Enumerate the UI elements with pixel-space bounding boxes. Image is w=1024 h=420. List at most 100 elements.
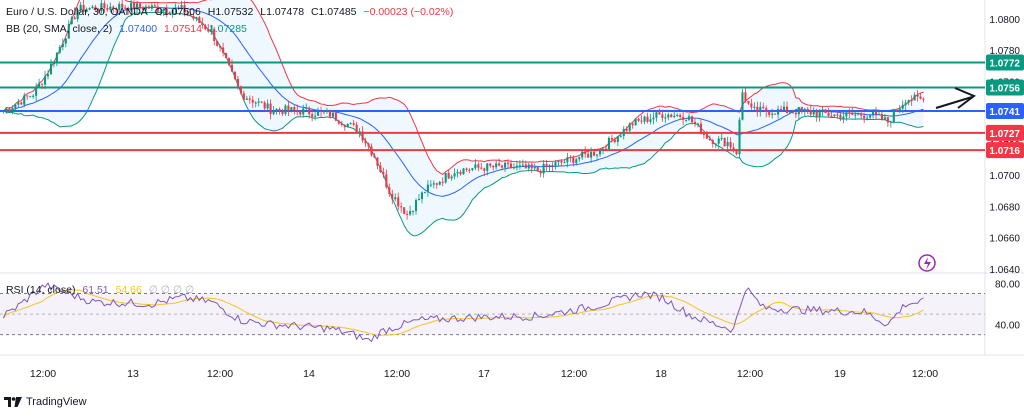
candle-body[interactable] [877, 114, 881, 116]
candle-body[interactable] [616, 136, 619, 142]
candle-body[interactable] [423, 192, 426, 194]
rsi-title[interactable]: RSI (14, close) [6, 284, 76, 296]
candle-body[interactable] [892, 110, 895, 122]
candle-body[interactable] [112, 6, 115, 9]
candle-body[interactable] [498, 163, 501, 166]
candle-body[interactable] [299, 111, 302, 115]
candle-body[interactable] [118, 3, 121, 10]
candle-body[interactable] [495, 163, 498, 168]
candle-body[interactable] [334, 112, 337, 121]
candle-body[interactable] [272, 110, 275, 115]
candle-body[interactable] [785, 106, 789, 114]
candle-body[interactable] [201, 22, 204, 26]
candle-body[interactable] [883, 117, 886, 120]
candle-body[interactable] [471, 168, 474, 170]
tradingview-logo[interactable]: TradingView [4, 396, 87, 408]
candle-body[interactable] [88, 8, 91, 10]
candle-body[interactable] [17, 102, 20, 105]
candle-body[interactable] [409, 211, 412, 215]
candle-body[interactable] [699, 123, 702, 135]
candle-body[interactable] [827, 112, 830, 116]
candle-body[interactable] [103, 3, 106, 9]
candle-body[interactable] [821, 109, 824, 112]
candle-body[interactable] [138, 3, 142, 8]
candle-body[interactable] [320, 110, 323, 112]
candle-body[interactable] [441, 181, 444, 183]
candle-body[interactable] [447, 172, 450, 179]
candle-body[interactable] [566, 157, 569, 163]
candle-body[interactable] [910, 100, 913, 102]
candle-body[interactable] [465, 168, 468, 170]
candle-body[interactable] [794, 112, 797, 115]
candle-body[interactable] [171, 9, 174, 13]
candle-body[interactable] [747, 101, 750, 104]
candle-body[interactable] [512, 167, 515, 169]
candle-body[interactable] [456, 171, 459, 174]
candle-body[interactable] [527, 164, 530, 169]
candle-body[interactable] [726, 141, 729, 147]
candle-body[interactable] [115, 8, 118, 10]
candle-body[interactable] [162, 8, 165, 11]
time-axis[interactable]: 12:00 13 12:00 14 12:00 17 12:00 18 12:00 19 12:00 [30, 368, 938, 380]
candle-body[interactable] [717, 138, 720, 144]
candle-body[interactable] [343, 124, 346, 128]
candle-body[interactable] [492, 165, 495, 168]
candle-body[interactable] [308, 107, 311, 115]
candle-body[interactable] [429, 184, 432, 186]
candle-body[interactable] [251, 99, 254, 103]
candle-body[interactable] [29, 96, 32, 98]
candle-body[interactable] [242, 93, 245, 100]
candle-body[interactable] [43, 76, 47, 85]
price-tag-1.0772[interactable] [986, 54, 1024, 71]
price-axis[interactable]: 1.08001.07801.07601.07401.07201.07001.06… [986, 15, 1024, 332]
candle-body[interactable] [376, 157, 379, 166]
candle-body[interactable] [468, 169, 471, 171]
candle-body[interactable] [854, 114, 857, 116]
candle-body[interactable] [664, 117, 667, 119]
candle-body[interactable] [593, 151, 596, 156]
candle-body[interactable] [533, 166, 536, 169]
candle-body[interactable] [293, 107, 296, 110]
candle-body[interactable] [46, 74, 50, 77]
candle-body[interactable] [545, 164, 548, 167]
candle-body[interactable] [501, 165, 504, 168]
candle-body[interactable] [147, 6, 150, 9]
candle-body[interactable] [355, 124, 358, 133]
candle-body[interactable] [711, 140, 714, 145]
candle-body[interactable] [723, 137, 726, 147]
candle-body[interactable] [290, 107, 293, 111]
candle-body[interactable] [735, 149, 738, 155]
candle-body[interactable] [5, 108, 8, 112]
candle-body[interactable] [159, 10, 162, 12]
candle-body[interactable] [688, 116, 691, 120]
candle-body[interactable] [97, 10, 100, 12]
candle-body[interactable] [198, 17, 201, 23]
candle-body[interactable] [889, 121, 892, 123]
price-tag-1.0716[interactable] [986, 142, 1024, 159]
candle-body[interactable] [521, 164, 524, 166]
candle-body[interactable] [777, 108, 780, 115]
candle-body[interactable] [186, 13, 189, 15]
candle-body[interactable] [11, 108, 14, 112]
candle-body[interactable] [130, 2, 133, 11]
candle-body[interactable] [634, 118, 637, 126]
candle-body[interactable] [216, 40, 219, 46]
candle-body[interactable] [530, 164, 533, 169]
candle-body[interactable] [358, 131, 361, 133]
candle-body[interactable] [257, 101, 260, 103]
candle-body[interactable] [52, 62, 55, 65]
candle-body[interactable] [658, 112, 661, 115]
candle-body[interactable] [412, 210, 415, 212]
candle-body[interactable] [61, 43, 64, 48]
candle-body[interactable] [106, 8, 109, 10]
candle-body[interactable] [296, 109, 299, 112]
candle-body[interactable] [35, 86, 38, 96]
candle-body[interactable] [919, 96, 922, 99]
candle-body[interactable] [403, 207, 406, 214]
candle-body[interactable] [32, 95, 35, 97]
candle-body[interactable] [233, 71, 237, 79]
candle-body[interactable] [631, 123, 634, 126]
candle-body[interactable] [646, 116, 649, 122]
candle-body[interactable] [753, 106, 756, 108]
